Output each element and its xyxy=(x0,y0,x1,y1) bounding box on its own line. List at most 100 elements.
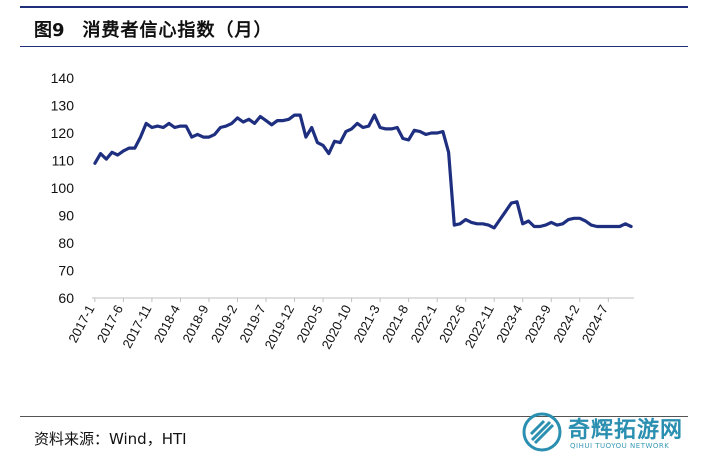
watermark-subtitle: QIHUI TUOYOU NETWORK xyxy=(570,442,670,450)
y-tick-label: 90 xyxy=(58,208,74,224)
data-point xyxy=(276,119,279,122)
data-point xyxy=(482,222,484,225)
data-point xyxy=(527,220,530,222)
data-point xyxy=(630,225,632,228)
data-point xyxy=(590,224,593,226)
data-point xyxy=(487,224,490,226)
top-rule xyxy=(20,6,688,8)
data-point xyxy=(339,141,341,144)
data-point xyxy=(544,224,547,226)
y-tick-label: 140 xyxy=(51,70,75,86)
data-point xyxy=(413,129,416,132)
data-point xyxy=(122,150,125,152)
data-point xyxy=(213,133,216,136)
data-point xyxy=(476,222,478,225)
data-point xyxy=(333,140,336,143)
data-point xyxy=(185,125,187,127)
data-point xyxy=(521,222,524,225)
x-tick-label: 2019-2 xyxy=(208,302,240,345)
bottom-rule xyxy=(20,416,688,417)
data-point xyxy=(499,218,501,221)
data-point xyxy=(94,162,96,165)
data-point xyxy=(156,125,159,127)
y-tick-label: 60 xyxy=(58,290,74,306)
data-point xyxy=(624,222,627,225)
x-tick-label: 2024-2 xyxy=(550,302,582,345)
data-point xyxy=(579,217,581,220)
data-point xyxy=(265,119,267,122)
figure-header: 图9 消费者信心指数（月） xyxy=(34,14,273,44)
data-point xyxy=(613,225,615,228)
data-point xyxy=(430,132,433,134)
data-point xyxy=(419,130,421,133)
data-point xyxy=(191,136,193,138)
data-point xyxy=(196,133,199,136)
figure-title: 消费者信心指数（月） xyxy=(82,20,273,41)
data-point xyxy=(310,126,313,129)
y-tick-label: 130 xyxy=(51,98,75,114)
x-axis: 2017-12017-62017-112018-42018-92019-2201… xyxy=(65,297,634,352)
data-point xyxy=(464,218,467,221)
data-point xyxy=(162,126,165,129)
data-point xyxy=(145,122,147,125)
data-point xyxy=(293,114,296,116)
title-rule xyxy=(20,46,688,47)
data-point xyxy=(556,224,558,226)
data-point xyxy=(567,218,570,221)
data-point xyxy=(151,126,153,129)
y-axis: 60 70 80 90 100 110 120 130 140 xyxy=(51,70,75,306)
data-point xyxy=(270,123,273,126)
data-point xyxy=(402,137,404,140)
data-point xyxy=(442,130,444,133)
data-point xyxy=(584,220,587,222)
data-point xyxy=(236,117,239,119)
data-point xyxy=(259,115,262,118)
x-tick-label: 2018-4 xyxy=(151,302,183,345)
data-point xyxy=(539,225,541,228)
data-point xyxy=(305,136,307,138)
watermark-brand: 奇辉拓游网 xyxy=(568,418,684,443)
data-point xyxy=(379,126,381,129)
data-point xyxy=(561,222,564,225)
data-point xyxy=(173,126,176,129)
data-point xyxy=(601,225,604,228)
data-point xyxy=(407,139,410,141)
data-point xyxy=(99,152,102,155)
data-point xyxy=(362,126,364,129)
data-point xyxy=(345,130,347,133)
data-point xyxy=(248,118,250,121)
data-point xyxy=(128,147,130,149)
y-tick-label: 120 xyxy=(51,125,75,141)
x-tick-label: 2023-4 xyxy=(493,302,525,345)
x-tick-label: 2024-7 xyxy=(579,302,611,345)
data-point xyxy=(230,122,233,125)
data-point xyxy=(282,119,284,122)
data-point xyxy=(550,221,553,224)
data-point xyxy=(573,217,575,220)
data-point xyxy=(116,154,119,156)
y-tick-label: 100 xyxy=(51,180,75,196)
data-point xyxy=(504,210,507,213)
data-point xyxy=(510,202,513,204)
data-point xyxy=(459,222,461,225)
data-point xyxy=(242,121,244,123)
source-note: 资料来源：Wind，HTI xyxy=(34,430,187,448)
x-tick-label: 2017-1 xyxy=(65,302,97,345)
watermark: 奇辉拓游网 QIHUI TUOYOU NETWORK xyxy=(520,410,702,456)
data-point xyxy=(253,122,256,125)
data-point xyxy=(288,118,290,121)
data-point xyxy=(516,200,518,203)
data-point xyxy=(225,125,227,127)
data-point xyxy=(493,227,496,229)
x-tick-label: 2022-1 xyxy=(408,302,440,345)
series-layer xyxy=(93,113,633,230)
x-tick-label: 2021-8 xyxy=(379,302,411,345)
data-point xyxy=(105,158,108,160)
y-tick-label: 110 xyxy=(52,153,75,169)
x-tick-label: 2018-9 xyxy=(179,302,211,345)
data-point xyxy=(618,225,621,228)
data-point xyxy=(208,136,210,138)
data-point xyxy=(367,125,370,127)
data-point xyxy=(316,141,319,144)
